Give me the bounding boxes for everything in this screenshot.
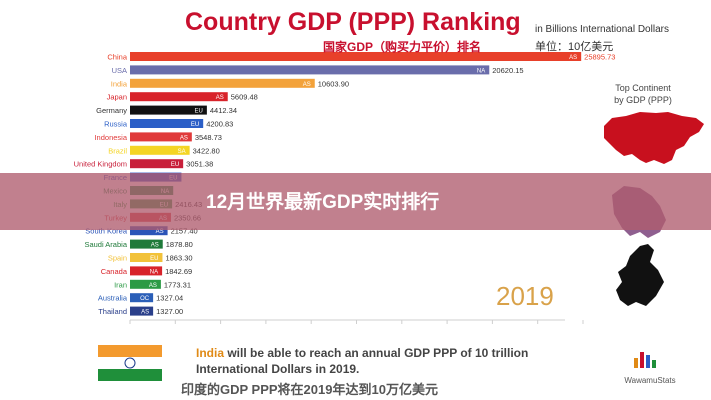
value-label: 1878.80 <box>166 240 193 249</box>
category-label: Iran <box>114 280 127 289</box>
category-label: Thailand <box>98 307 127 316</box>
bar <box>130 226 168 236</box>
bar <box>130 253 163 262</box>
value-label: 10603.90 <box>318 79 349 88</box>
category-label: India <box>111 79 128 88</box>
bar <box>130 239 163 249</box>
bar <box>130 279 161 289</box>
watermark-label: WawamuStats <box>624 376 676 385</box>
value-label: 1327.00 <box>156 307 183 316</box>
category-label: Brazil <box>108 146 127 155</box>
value-label: 1863.30 <box>165 254 192 263</box>
bar <box>130 78 315 88</box>
europe-map-black-icon <box>616 244 664 306</box>
continent-tag: EU <box>150 256 158 262</box>
category-label: South Korea <box>85 227 128 236</box>
continent-tag: EU <box>195 109 203 115</box>
footer-text: will be able to reach an annual GDP PPP … <box>196 346 529 376</box>
continent-tag: EU <box>191 122 199 128</box>
value-label: 5609.48 <box>231 93 258 102</box>
india-flag-icon <box>98 345 162 381</box>
bar <box>130 145 190 155</box>
category-label: Germany <box>96 106 127 115</box>
value-label: 3422.80 <box>193 146 220 155</box>
value-label: 2157.40 <box>171 227 198 236</box>
category-label: Spain <box>108 254 127 263</box>
continent-tag: AS <box>569 55 577 61</box>
asia-map-icon <box>604 112 704 164</box>
value-label: 1842.69 <box>165 267 192 276</box>
value-label: 3051.38 <box>186 160 213 169</box>
value-label: 20620.15 <box>492 66 523 75</box>
continent-label-line1: Top Continent <box>615 83 671 93</box>
footer-highlight: India <box>196 346 225 360</box>
bar <box>130 65 490 75</box>
value-label: 4200.83 <box>206 120 233 129</box>
category-label: Russia <box>104 120 128 129</box>
continent-tag: AS <box>180 135 188 141</box>
bar <box>130 306 154 316</box>
footer-chinese: 印度的GDP PPP将在2019年达到10万亿美元 <box>181 382 438 397</box>
value-label: 4412.34 <box>210 106 237 115</box>
bar <box>130 159 184 169</box>
wawamu-logo-icon <box>634 352 656 368</box>
category-label: Japan <box>107 93 127 102</box>
value-label: 25895.73 <box>584 53 615 62</box>
overlay-banner <box>0 173 711 230</box>
value-label: 1773.31 <box>164 280 191 289</box>
category-label: United Kingdom <box>74 160 127 169</box>
continent-tag: EU <box>171 162 179 168</box>
unit-label-zh: 单位：10亿美元 <box>535 41 614 53</box>
continent-tag: NA <box>150 269 158 275</box>
bar <box>130 119 204 128</box>
value-label: 1327.04 <box>156 294 183 303</box>
continent-tag: SA <box>178 149 186 155</box>
continent-tag: AS <box>303 82 311 88</box>
bar <box>130 52 582 61</box>
continent-tag: NA <box>477 68 485 74</box>
unit-label-en: in Billions International Dollars <box>535 24 669 35</box>
continent-label-line2: by GDP (PPP) <box>614 95 672 105</box>
axis-ticks <box>129 320 584 324</box>
category-label: Canada <box>101 267 128 276</box>
chart-title: Country GDP (PPP) Ranking <box>185 8 521 36</box>
continent-tag: AS <box>156 229 164 235</box>
footer-english: India will be able to reach an annual GD… <box>196 345 546 377</box>
category-label: USA <box>112 66 127 75</box>
category-label: China <box>107 53 127 62</box>
bar <box>130 266 163 276</box>
continent-tag: AS <box>141 310 149 316</box>
year-label: 2019 <box>496 281 554 311</box>
bar <box>130 293 154 303</box>
bar <box>130 92 228 102</box>
continent-tag: AS <box>149 283 157 289</box>
chart-subtitle-zh: 国家GDP（购买力平价）排名 <box>323 40 482 54</box>
continent-tag: OC <box>140 296 150 302</box>
category-label: Indonesia <box>94 133 127 142</box>
category-label: Saudi Arabia <box>84 240 127 249</box>
continent-panel-label: Top Continent by GDP (PPP) <box>602 82 684 106</box>
value-label: 3548.73 <box>195 133 222 142</box>
bar <box>130 105 207 115</box>
bar <box>130 132 192 142</box>
continent-tag: AS <box>151 243 159 249</box>
category-label: Australia <box>98 294 128 303</box>
banner-title: 12月世界最新GDP实时排行 <box>206 192 440 213</box>
continent-tag: AS <box>216 95 224 101</box>
